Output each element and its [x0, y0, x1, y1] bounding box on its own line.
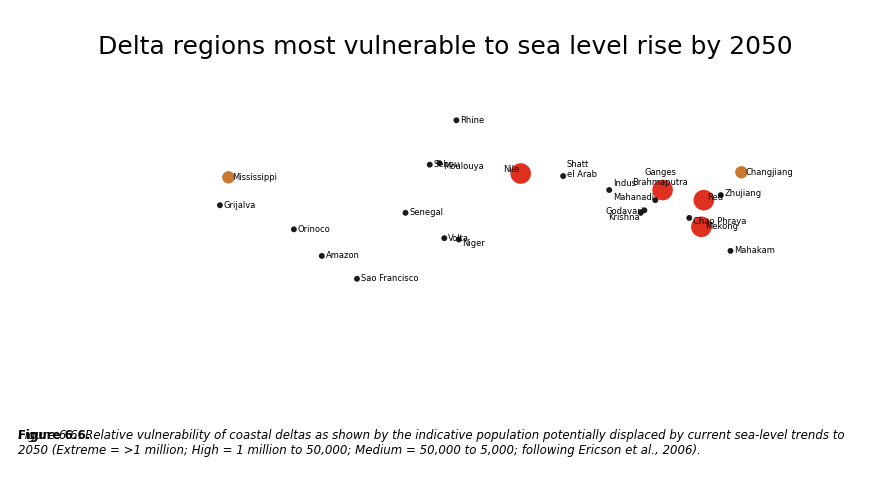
Text: Volta: Volta [448, 234, 469, 243]
Point [449, 116, 463, 124]
Text: Grijalva: Grijalva [224, 201, 256, 210]
Point [513, 170, 527, 177]
Text: Sebou: Sebou [433, 160, 460, 169]
Point [634, 209, 648, 217]
Text: Krishna: Krishna [608, 213, 640, 222]
Text: Moulouya: Moulouya [443, 163, 484, 172]
Point [714, 191, 728, 199]
Text: Zhujiang: Zhujiang [724, 189, 762, 198]
Text: Godavari: Godavari [605, 207, 643, 216]
Text: Shatt
el Arab: Shatt el Arab [567, 160, 597, 179]
Text: Chao Phraya: Chao Phraya [693, 217, 747, 226]
Text: Mahakam: Mahakam [734, 246, 775, 255]
Point [697, 196, 711, 204]
Point [734, 168, 748, 176]
Point [694, 223, 708, 231]
Text: Mississippi: Mississippi [232, 173, 277, 182]
Point [398, 209, 413, 217]
Point [422, 161, 437, 169]
Text: Figure 6.6. Relative vulnerability of coastal deltas as shown by the indicative : Figure 6.6. Relative vulnerability of co… [18, 429, 845, 457]
Text: Senegal: Senegal [409, 209, 443, 217]
Point [350, 275, 364, 282]
Text: Mahanadi: Mahanadi [613, 193, 654, 202]
Point [437, 234, 452, 242]
Point [213, 201, 227, 209]
Text: Niger: Niger [462, 239, 486, 248]
Point [432, 159, 446, 167]
Text: Nile: Nile [503, 165, 519, 174]
Text: Amazon: Amazon [325, 251, 359, 260]
Point [452, 236, 466, 244]
Point [656, 186, 670, 194]
Point [315, 252, 329, 260]
Point [221, 174, 235, 181]
Point [602, 186, 617, 194]
Point [648, 196, 662, 204]
Text: Rhine: Rhine [460, 116, 485, 125]
Point [637, 207, 651, 214]
Text: Red: Red [707, 193, 723, 202]
Text: Mekong: Mekong [705, 222, 738, 231]
Text: Ganges
Brahmaputra: Ganges Brahmaputra [633, 168, 688, 187]
Text: Changjiang: Changjiang [745, 168, 793, 177]
Text: Sao Francisco: Sao Francisco [361, 274, 418, 283]
Text: Indus: Indus [613, 179, 636, 188]
Text: Delta regions most vulnerable to sea level rise by 2050: Delta regions most vulnerable to sea lev… [98, 35, 793, 59]
Text: Figure 6.6.: Figure 6.6. [18, 429, 90, 442]
Point [683, 214, 697, 222]
Text: Orinoco: Orinoco [298, 225, 331, 234]
Point [723, 247, 738, 255]
Point [556, 172, 570, 180]
Point [287, 225, 301, 233]
